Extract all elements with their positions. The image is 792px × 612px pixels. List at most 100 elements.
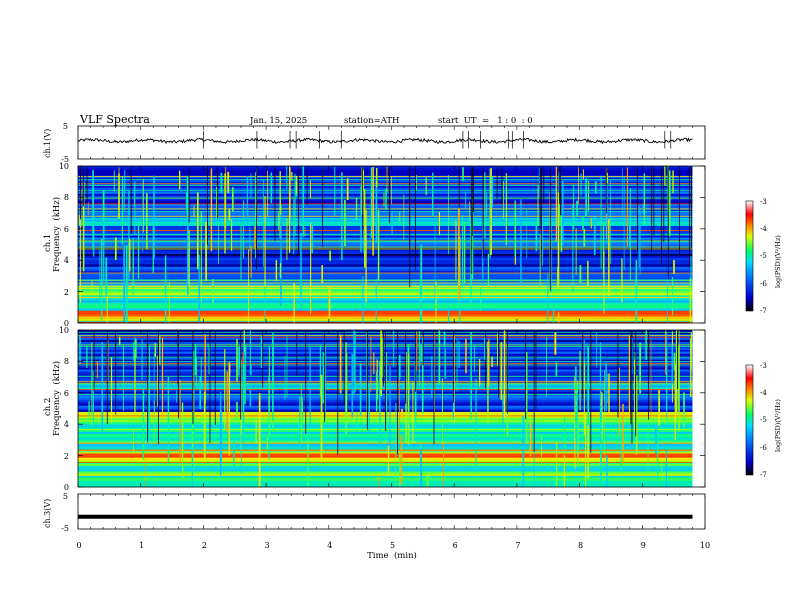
spectrogram-dropout <box>397 331 398 454</box>
spectrogram-sferic-streak <box>193 205 195 218</box>
spectrogram-band-row <box>78 258 693 261</box>
spectrogram-sferic-streak <box>293 283 295 323</box>
ch1-waveform-ytick-top: 5 <box>63 122 68 131</box>
spectrogram-sferic-streak <box>491 177 493 208</box>
spectrogram-band-row <box>78 237 693 240</box>
spectrogram-sferic-streak <box>236 401 238 421</box>
spectrogram-band-row <box>78 235 693 238</box>
spectrogram-sferic-streak <box>678 330 680 359</box>
spectrogram-band-row <box>78 298 693 301</box>
spectrogram-sferic-streak <box>455 220 457 280</box>
spectrogram-sferic-streak <box>324 345 326 420</box>
spectrogram-sferic-streak <box>185 192 187 211</box>
spectrogram-narrowband-line <box>78 241 693 242</box>
spectrogram-sferic-streak <box>345 342 347 435</box>
spectrogram-sferic-streak <box>622 403 624 465</box>
spectrogram-sferic-streak <box>353 330 355 396</box>
spectrogram-sferic-streak <box>258 393 261 487</box>
spectrogram-dropout <box>383 331 384 387</box>
spectrogram-sferic-streak <box>228 362 231 456</box>
spectrogram-sferic-streak <box>133 182 135 207</box>
spectrogram-band-row <box>78 435 693 439</box>
spectrogram-sferic-streak <box>400 436 403 485</box>
spectrogram-sferic-streak <box>124 169 126 189</box>
spectrogram-dropout <box>691 167 692 249</box>
spectrogram-narrowband-line <box>78 442 693 444</box>
spectrogram-sferic-streak <box>110 357 113 424</box>
spectrogram-dropout <box>337 331 339 455</box>
spectrogram-sferic-streak <box>415 175 417 191</box>
spectrogram-sferic-streak <box>459 236 461 289</box>
spectrogram-sferic-streak <box>580 173 582 196</box>
spectrogram-sferic-streak <box>289 167 291 218</box>
spectrogram-sferic-streak <box>118 336 121 345</box>
spectrogram-narrowband-line <box>78 272 693 274</box>
spectrogram-dropout <box>322 167 323 247</box>
spectrogram-sferic-streak <box>606 455 608 487</box>
spectrogram-sferic-streak <box>538 168 540 198</box>
spectrogram-sferic-streak <box>260 336 263 368</box>
spectrogram-sferic-streak <box>264 281 266 323</box>
spectrogram-sferic-streak <box>286 166 288 190</box>
spectrogram-sferic-streak <box>270 172 273 204</box>
spectrogram-sferic-streak <box>525 351 528 444</box>
spectrogram-band-row <box>78 455 693 458</box>
spectrogram-dropout <box>385 331 386 432</box>
spectrogram-sferic-streak <box>187 223 189 295</box>
spectrogram-sferic-streak <box>491 356 493 367</box>
ch2-ytick-8: 8 <box>64 357 69 366</box>
spectrogram-band-row <box>78 276 693 280</box>
spectrogram-band-row <box>78 447 693 450</box>
spectrogram-band-row <box>78 249 693 253</box>
spectrogram-sferic-streak <box>407 353 410 445</box>
spectrogram-sferic-streak <box>365 210 367 303</box>
spectrogram-sferic-streak <box>328 286 331 318</box>
spectrogram-band-row <box>78 281 693 284</box>
spectrogram-dropout <box>498 331 499 398</box>
spectrogram-sferic-streak <box>489 168 491 259</box>
spectrogram-sferic-streak <box>639 342 642 394</box>
spectrogram-dropout <box>471 167 473 274</box>
spectrogram-band-row <box>78 175 693 179</box>
spectrogram-sferic-streak <box>582 169 584 180</box>
ch1-ytick-2: 2 <box>64 288 69 297</box>
spectrogram-sferic-streak <box>142 389 145 460</box>
spectrogram-sferic-streak <box>125 245 128 323</box>
spectrogram-sferic-streak <box>321 265 323 284</box>
spectrogram-sferic-streak <box>533 452 535 487</box>
spectrogram-sferic-streak <box>412 381 414 444</box>
spectrogram-sferic-streak <box>238 347 240 376</box>
spectrogram-dropout <box>677 331 678 389</box>
spectrogram-sferic-streak <box>199 376 202 410</box>
spectrogram-sferic-streak <box>279 262 281 278</box>
spectrogram-dropout <box>106 331 108 425</box>
spectrogram-narrowband-line <box>78 280 693 281</box>
spectrogram-sferic-streak <box>399 354 401 379</box>
spectrogram-sferic-streak <box>250 245 252 278</box>
spectrogram-band-row <box>78 193 693 197</box>
x-axis-tick-labels: 0 1 2 3 4 5 6 7 8 9 10 <box>76 541 710 550</box>
spectrogram-band-row <box>78 264 693 267</box>
spectrogram-dropout <box>366 331 368 430</box>
spectrogram-sferic-streak <box>103 221 105 282</box>
spectrogram-sferic-streak <box>665 449 667 487</box>
spectrogram-sferic-streak <box>438 330 441 385</box>
spectrogram-band-row <box>78 304 693 307</box>
spectrogram-narrowband-line <box>78 248 693 250</box>
spectrogram-sferic-streak <box>529 422 532 457</box>
ch2-ytick-0: 0 <box>64 483 69 492</box>
spectrogram-band-row <box>78 481 693 484</box>
spectrogram-sferic-streak <box>522 415 525 487</box>
spectrogram-band-row <box>78 306 693 309</box>
ch1-spectrogram-channel-label: ch.1 <box>43 234 53 252</box>
spectrogram-band-row <box>78 173 693 177</box>
spectrogram-sferic-streak <box>482 218 484 286</box>
spectrogram-band-row <box>78 185 693 189</box>
spectrogram-dropout <box>362 167 364 238</box>
spectrogram-sferic-streak <box>188 230 190 297</box>
spectrogram-narrowband-line <box>78 190 693 192</box>
spectrogram-sferic-streak <box>574 376 576 469</box>
spectrogram-sferic-streak <box>275 260 278 281</box>
spectrogram-narrowband-line <box>78 461 693 462</box>
spectrogram-sferic-streak <box>453 336 455 424</box>
